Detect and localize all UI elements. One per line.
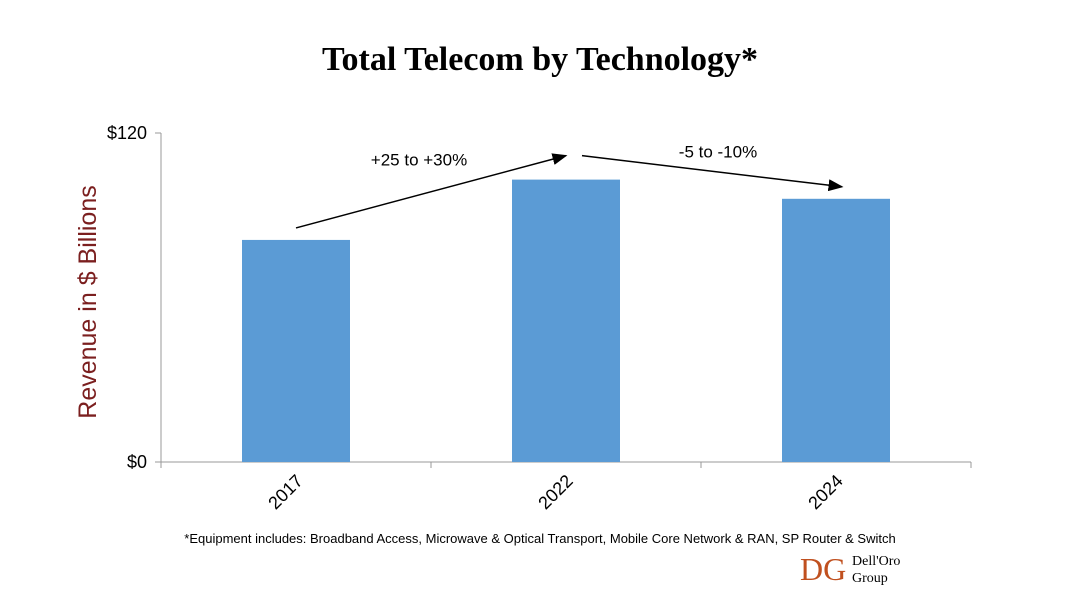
bar-2022	[512, 179, 620, 462]
trend-label: +25 to +30%	[371, 151, 467, 170]
bar-2017	[242, 239, 350, 462]
x-tick-label: 2017	[264, 471, 306, 513]
trend-arrow	[581, 154, 844, 192]
y-tick-label: $0	[127, 452, 147, 472]
logo-text-1: Dell'Oro	[852, 554, 900, 569]
trend-label: -5 to -10%	[679, 143, 757, 162]
x-tick-label: 2024	[804, 471, 846, 513]
y-axis-label: Revenue in $ Billions	[74, 185, 102, 418]
x-tick-label: 2022	[534, 471, 576, 513]
footnote: *Equipment includes: Broadband Access, M…	[184, 531, 895, 546]
y-tick-label: $120	[107, 123, 147, 143]
logo-mark: DG	[800, 551, 846, 587]
bar-2024	[782, 198, 890, 463]
trend-arrow	[295, 153, 568, 229]
chart-title: Total Telecom by Technology*	[322, 41, 758, 78]
dellorо-logo: DG Dell'Oro Group	[800, 551, 900, 587]
logo-text-2: Group	[852, 571, 888, 586]
